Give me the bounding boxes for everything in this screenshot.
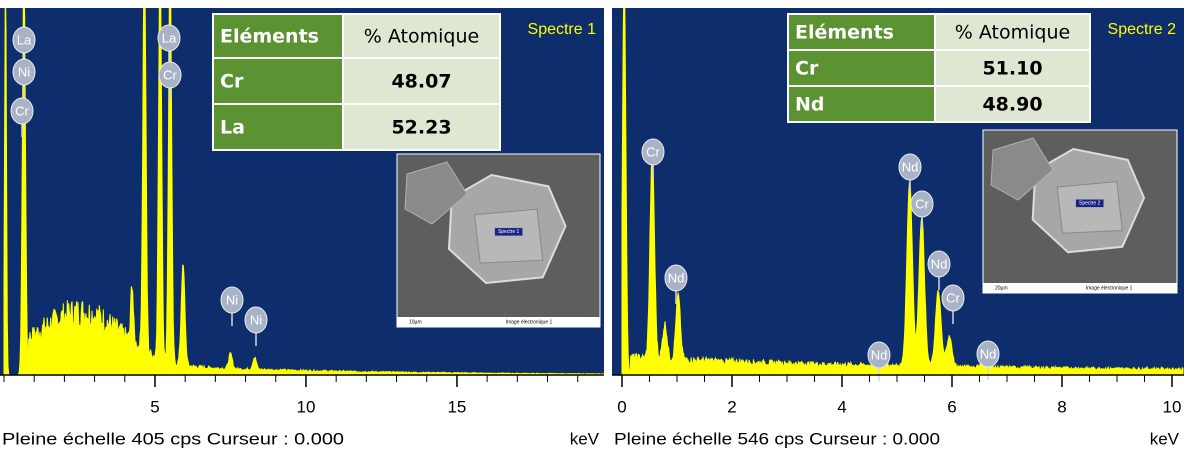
element-name: Cr <box>220 71 244 93</box>
atomic-percent: 48.07 <box>391 71 451 93</box>
table-cell <box>934 85 1091 123</box>
x-tick-label: 10 <box>297 397 316 416</box>
peak-bubble <box>244 306 268 334</box>
table-cell <box>787 85 936 123</box>
spectrum-panel: Spectre 1 La Ni Cr La Cr Ni Ni 5 10 15 Pleine échel… <box>0 8 604 448</box>
table-cell <box>212 103 344 151</box>
peak-bubble <box>898 153 922 181</box>
x-tick-label: 10 <box>1163 397 1182 416</box>
table-header: Eléments <box>220 26 319 48</box>
x-tick-label: 6 <box>947 397 956 416</box>
image-caption: Image électronique 1 <box>506 319 553 325</box>
element-name: Nd <box>795 94 825 116</box>
x-tick-label: 5 <box>150 397 159 416</box>
table-cell <box>934 49 1091 87</box>
x-tick-label: 8 <box>1057 397 1066 416</box>
peak-label: Ni <box>18 64 30 79</box>
marker-box <box>1075 199 1104 208</box>
crystal <box>404 161 468 225</box>
table-cell <box>342 57 501 105</box>
atomic-percent: 51.10 <box>982 58 1042 80</box>
marker-box <box>494 227 523 237</box>
atomic-percent: 52.23 <box>391 117 451 139</box>
table-header: % Atomique <box>955 22 1070 44</box>
peak-bubble <box>157 24 181 52</box>
x-tick-label: 0 <box>617 397 626 416</box>
image-scale: 20µm <box>995 285 1008 291</box>
image-bar <box>397 317 600 327</box>
table-header: Eléments <box>795 22 894 44</box>
x-tick-label: 2 <box>727 397 736 416</box>
peak-label: Nd <box>902 159 919 174</box>
spectrum <box>3 8 604 375</box>
table-cell <box>787 13 936 51</box>
peak-label: Cr <box>15 103 29 118</box>
peak-bubble <box>10 97 34 125</box>
peak-bubble <box>867 341 891 369</box>
peak-label: Ni <box>226 292 238 307</box>
table-cell <box>212 13 344 59</box>
spectrum-label: Spectre 1 <box>528 21 597 38</box>
image-scale: 10µm <box>409 319 422 325</box>
table-cell <box>342 103 501 151</box>
peak-label: La <box>162 30 177 45</box>
element-name: La <box>220 117 245 139</box>
x-tick-label: 4 <box>837 397 846 416</box>
peak-label: Cr <box>646 144 660 159</box>
spectrum-label: Spectre 2 <box>1108 21 1177 38</box>
image-caption: Image électronique 1 <box>1086 285 1133 291</box>
peak-label: La <box>17 32 32 47</box>
x-tick-label: 15 <box>447 397 466 416</box>
peak-label: Nd <box>980 346 997 361</box>
peak-label: Cr <box>163 67 177 82</box>
peak-bubble <box>941 284 965 312</box>
table-header: % Atomique <box>364 26 479 48</box>
spectrum <box>621 8 1184 375</box>
image-marker: Spectre 1 <box>498 229 520 235</box>
peak-bubble <box>976 340 1000 368</box>
unit: keV <box>570 429 600 448</box>
image-marker: Spectre 2 <box>1079 201 1101 207</box>
peak-bubble <box>910 190 934 218</box>
crystal <box>990 137 1054 201</box>
crystal-face <box>473 208 544 264</box>
peak-label: Nd <box>931 256 948 271</box>
footer: Pleine échelle 546 cps Curseur : 0.000 <box>614 429 940 448</box>
peak-bubble <box>664 264 688 292</box>
spectrum-panel: Spectre 2 Cr Nd Nd Nd Cr Nd Cr Nd 0 2 4 6 8 10 Pleine é… <box>612 8 1184 448</box>
footer: Pleine échelle 405 cps Curseur : 0.000 <box>2 429 344 448</box>
peak-bubble <box>927 250 951 278</box>
peak-label: Nd <box>668 270 685 285</box>
peak-bubble <box>220 286 244 314</box>
image-bar <box>983 283 1177 293</box>
peak-bubble <box>12 26 36 54</box>
peak-label: Nd <box>871 347 888 362</box>
peak-label: Cr <box>915 196 929 211</box>
atomic-percent: 48.90 <box>982 94 1042 116</box>
table-cell <box>934 13 1091 51</box>
table-cell <box>212 57 344 105</box>
peak-bubble <box>158 61 182 89</box>
element-name: Cr <box>795 58 819 80</box>
peak-bubble <box>12 58 36 86</box>
unit: keV <box>1150 429 1180 448</box>
peak-label: Cr <box>946 290 960 305</box>
peak-label: Ni <box>250 312 262 327</box>
table-cell <box>787 49 936 87</box>
peak-bubble <box>641 138 665 166</box>
